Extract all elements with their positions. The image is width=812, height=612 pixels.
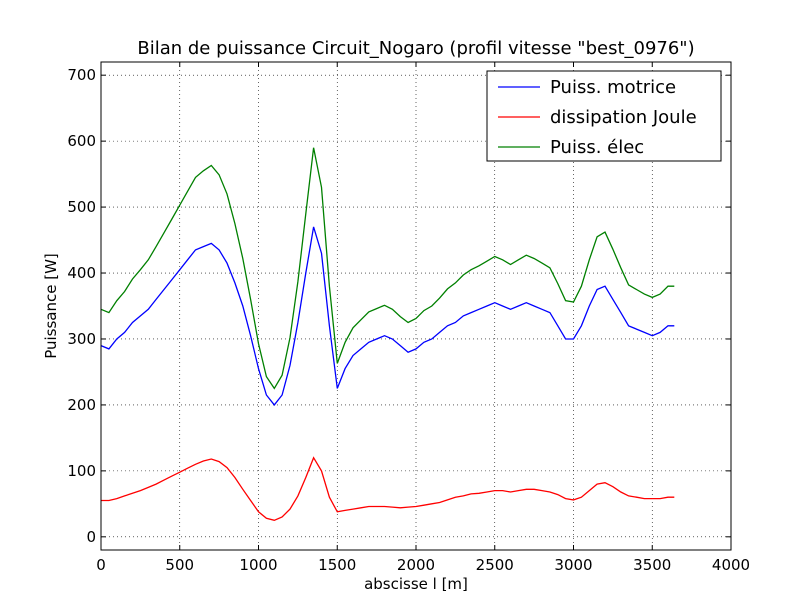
y-tick-label: 100 [67, 462, 96, 480]
legend-box [486, 70, 722, 162]
y-tick-label: 500 [67, 198, 96, 216]
legend-label-2: Puiss. élec [550, 137, 644, 158]
y-tick-label: 200 [67, 396, 96, 414]
series-lines [100, 147, 675, 521]
x-axis-label: abscisse l [m] [364, 575, 468, 593]
y-tick-label: 0 [86, 528, 96, 546]
y-tick-label: 700 [67, 66, 96, 84]
series-line-1 [101, 456, 675, 521]
x-tick-label: 0 [96, 556, 106, 574]
y-tick-label: 400 [67, 264, 96, 282]
x-tick-label: 2000 [397, 556, 435, 574]
x-tick-label: 4000 [712, 556, 750, 574]
x-tick-label: 2500 [476, 556, 514, 574]
axis-ticks: 0 500 1000 1500 2000 2500 3000 3500 4000 0 100 200 3… [67, 62, 750, 574]
legend-label-1: dissipation Joule [550, 107, 697, 128]
series-line-2 [100, 147, 675, 390]
x-tick-label: 1500 [318, 556, 356, 574]
chart-title: Bilan de puissance Circuit_Nogaro (profi… [137, 38, 694, 59]
legend: Puiss. motrice dissipation Joule Puiss. él… [486, 70, 722, 162]
x-tick-label: 500 [165, 556, 194, 574]
x-tick-label: 3000 [554, 556, 592, 574]
x-tick-label: 3500 [633, 556, 671, 574]
y-tick-label: 600 [67, 132, 96, 150]
series-line-0 [100, 226, 675, 406]
legend-label-0: Puiss. motrice [550, 77, 676, 98]
y-tick-label: 300 [67, 330, 96, 348]
y-axis-label: Puissance [W] [42, 253, 60, 359]
x-tick-label: 1000 [239, 556, 277, 574]
